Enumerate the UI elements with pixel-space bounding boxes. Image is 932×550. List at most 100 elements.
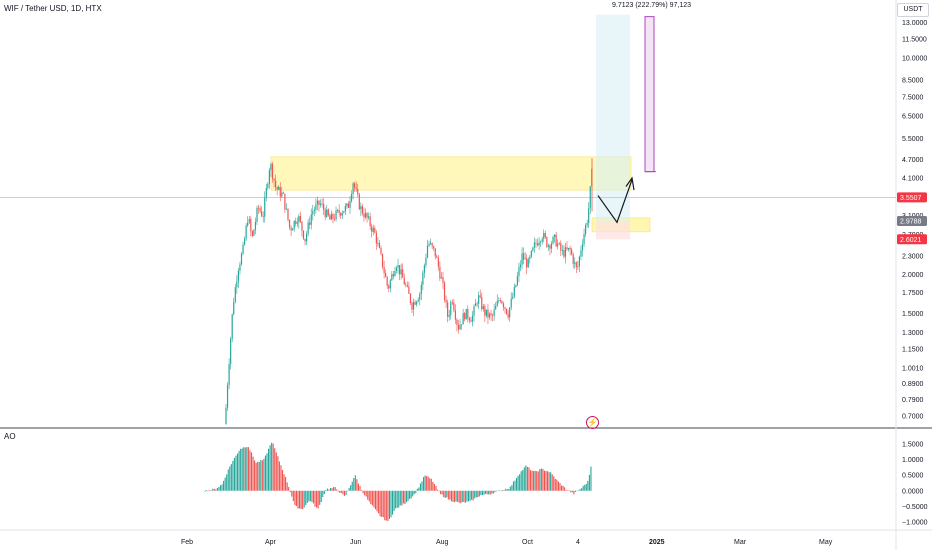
candle-body (327, 209, 329, 216)
candle-body (288, 219, 291, 228)
candle-body (560, 243, 562, 251)
ao-bar (275, 452, 277, 491)
ao-bar (359, 485, 361, 491)
ao-bar (233, 458, 235, 491)
ao-bar (274, 448, 276, 491)
time-tick-label: 2025 (649, 539, 665, 546)
ao-bar (269, 445, 271, 491)
ao-bar (554, 478, 556, 491)
ao-bar (458, 490, 460, 503)
bolt-icon[interactable]: ⚡ (586, 416, 599, 429)
candle-body (352, 183, 354, 195)
price-tick-label: 5.5000 (902, 136, 924, 143)
ao-bar (216, 487, 218, 491)
ao-bar (353, 477, 355, 491)
candle-body (226, 385, 229, 408)
ao-bar (339, 490, 341, 493)
ao-bar (340, 490, 342, 493)
ao-bar (314, 490, 316, 507)
candle-body (574, 262, 576, 264)
ao-bar (573, 490, 575, 495)
ao-bar (578, 490, 580, 492)
price-unit-badge[interactable]: USDT (897, 3, 929, 17)
candle-body (422, 272, 424, 285)
ao-bar (226, 474, 228, 491)
ao-bar (516, 477, 518, 491)
candle-body (558, 243, 560, 244)
ao-bar (550, 472, 552, 491)
ao-bar (308, 490, 310, 502)
ao-bar (258, 461, 260, 491)
ao-bar (351, 481, 353, 491)
candle-body (569, 247, 571, 250)
ao-bar (512, 481, 514, 491)
ao-bar (509, 486, 511, 491)
ao-bar (483, 490, 485, 495)
candle-body (465, 308, 467, 320)
candle-body (416, 301, 418, 305)
candle-body (536, 243, 539, 246)
price-tick-label: 0.8900 (902, 381, 924, 388)
candle-body (306, 233, 308, 242)
candle-body (388, 285, 390, 289)
ao-bar (292, 490, 294, 502)
ao-bar (272, 443, 274, 491)
ao-bar (519, 474, 521, 491)
price-tick-label: 1.0010 (902, 365, 924, 372)
candle-body (257, 207, 260, 209)
price-tick-label: 7.5000 (902, 94, 924, 101)
price-tag-label: 2.9788 (900, 219, 922, 226)
ao-bar (526, 466, 528, 491)
candle-body (245, 225, 247, 239)
candle-body (445, 300, 447, 303)
ao-bar (230, 464, 232, 491)
ao-bar (277, 456, 279, 491)
price-tick-label: 10.0000 (902, 56, 927, 63)
price-tick-label: 1.7500 (902, 290, 924, 297)
candle-body (321, 203, 323, 205)
candle-body (546, 237, 548, 247)
candle-body (453, 302, 455, 311)
candle-body (332, 214, 334, 219)
candle-body (485, 309, 487, 316)
candle-body (374, 228, 376, 233)
projection-arrow (597, 179, 633, 224)
candle-body (433, 246, 435, 249)
candle-body (577, 266, 579, 268)
candle-body (298, 216, 300, 223)
candle-body (310, 214, 312, 225)
ao-bar (581, 488, 583, 491)
ao-bar (219, 485, 222, 491)
ao-tick-label: 1.0000 (902, 457, 924, 464)
candle-body (419, 293, 421, 300)
price-tick-label: 1.5000 (902, 311, 924, 318)
candle-body (315, 204, 317, 210)
ao-bar (466, 490, 468, 502)
ao-bar (331, 488, 333, 491)
ao-bar (257, 461, 259, 491)
ao-bar (303, 490, 305, 508)
ao-bar (447, 490, 449, 500)
ao-bar (232, 460, 234, 491)
ao-bar (529, 470, 532, 491)
ao-bar (302, 490, 304, 510)
ao-bar (350, 485, 352, 491)
ao-bar (212, 488, 214, 491)
candle-body (402, 269, 404, 278)
ao-bar (407, 490, 409, 501)
ao-bar (444, 490, 446, 498)
candle-body (304, 238, 306, 242)
candle-body (563, 250, 565, 257)
ao-bar (235, 455, 237, 491)
range-measurement-label: 9.7123 (222.79%) 97,123 (612, 2, 692, 9)
price-tag (897, 234, 927, 245)
candle-body (540, 241, 542, 243)
candle-body (533, 242, 536, 248)
candle-body (251, 231, 253, 236)
candle-body (237, 270, 239, 282)
candle-body (470, 320, 472, 322)
ao-bar (489, 490, 491, 495)
ao-bar (238, 450, 240, 491)
ao-bar (469, 490, 471, 501)
